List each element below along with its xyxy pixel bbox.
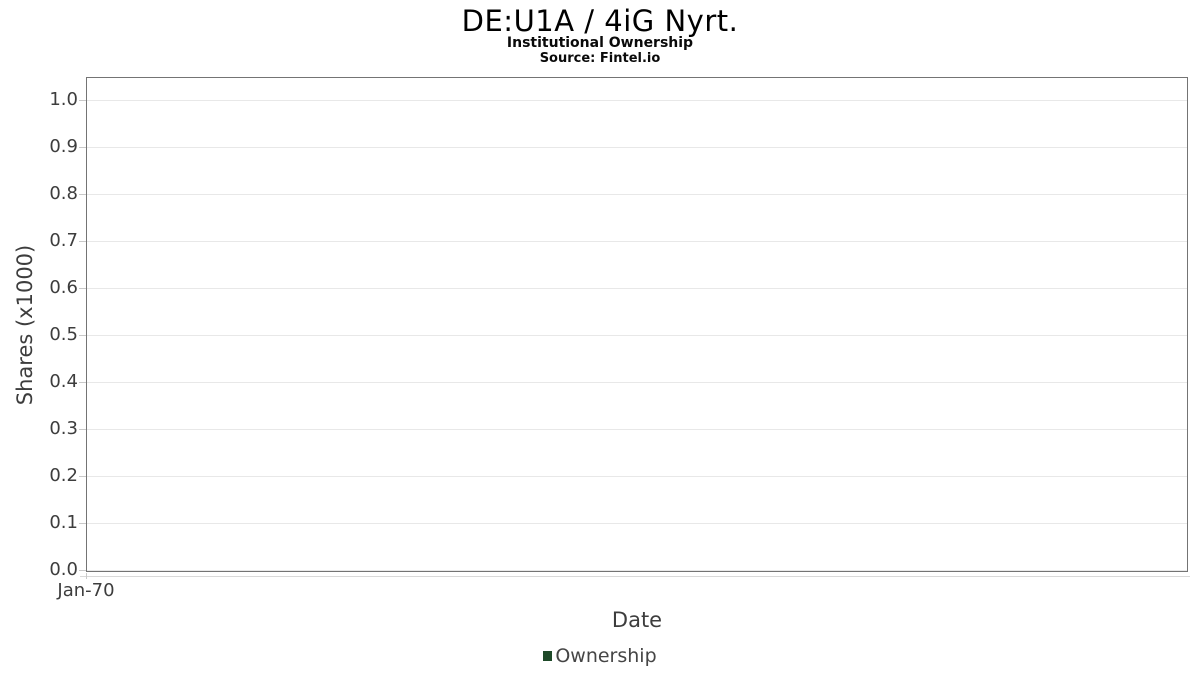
chart-subtitle: Institutional Ownership <box>506 35 694 51</box>
y-gridline <box>87 335 1187 336</box>
y-gridline <box>87 570 1187 571</box>
y-gridline <box>87 523 1187 524</box>
y-gridline <box>87 429 1187 430</box>
y-tick-label: 0.1 <box>49 512 78 533</box>
y-gridline <box>87 147 1187 148</box>
y-tick-label: 0.6 <box>49 277 78 298</box>
y-tick-mark <box>79 194 86 195</box>
y-tick-mark <box>79 241 86 242</box>
y-tick-label: 0.5 <box>49 324 78 345</box>
x-tick-label: Jan-70 <box>57 580 115 601</box>
axis-secondary-line <box>80 576 1190 577</box>
y-tick-mark <box>79 335 86 336</box>
y-gridline <box>87 241 1187 242</box>
legend-square-marker-icon <box>543 651 553 661</box>
y-tick-label: 0.4 <box>49 371 78 392</box>
x-axis-title: Date <box>611 608 663 632</box>
chart-source-note: Source: Fintel.io <box>539 51 661 66</box>
y-tick-mark <box>79 288 86 289</box>
x-tick-mark <box>86 573 87 579</box>
y-axis-title: Shares (x1000) <box>13 244 37 406</box>
y-tick-label: 0.0 <box>49 559 78 580</box>
y-tick-label: 0.2 <box>49 465 78 486</box>
y-tick-mark <box>79 382 86 383</box>
legend-item-ownership: Ownership <box>543 645 657 667</box>
legend-label: Ownership <box>555 645 657 667</box>
y-tick-mark <box>79 147 86 148</box>
y-tick-mark <box>79 523 86 524</box>
y-tick-mark <box>79 100 86 101</box>
plot-area <box>86 77 1188 572</box>
y-gridline <box>87 100 1187 101</box>
y-tick-label: 0.7 <box>49 230 78 251</box>
y-tick-label: 0.8 <box>49 183 78 204</box>
y-tick-mark <box>79 429 86 430</box>
y-tick-mark <box>79 570 86 571</box>
chart-title: DE:U1A / 4iG Nyrt. <box>461 4 739 38</box>
y-tick-label: 0.9 <box>49 136 78 157</box>
y-gridline <box>87 288 1187 289</box>
y-tick-label: 1.0 <box>49 89 78 110</box>
y-gridline <box>87 194 1187 195</box>
y-tick-label: 0.3 <box>49 418 78 439</box>
y-gridline <box>87 476 1187 477</box>
y-gridline <box>87 382 1187 383</box>
legend: Ownership <box>0 645 1200 667</box>
y-tick-mark <box>79 476 86 477</box>
